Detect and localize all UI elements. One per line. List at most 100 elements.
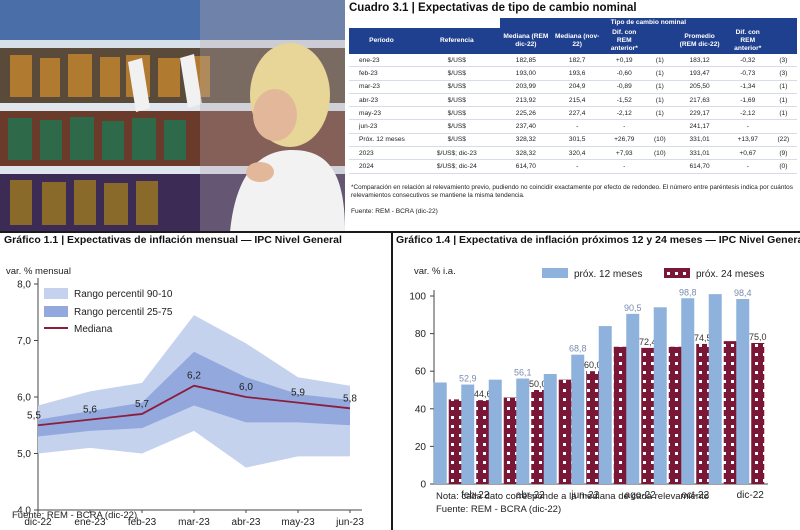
bar-12-months bbox=[516, 378, 530, 484]
median-line bbox=[37, 384, 351, 427]
bar-24-months bbox=[751, 343, 765, 484]
table-cell: +26,79 bbox=[602, 133, 647, 148]
col-header: Referencia bbox=[413, 28, 500, 54]
y-tick-label: 100 bbox=[409, 292, 426, 303]
table-cell: $/US$; dic-23 bbox=[413, 146, 500, 161]
x-tick-label: jun-23 bbox=[335, 517, 364, 528]
divider bbox=[0, 231, 800, 233]
table-cell bbox=[646, 119, 674, 134]
table-cell: 328,32 bbox=[499, 133, 553, 148]
table-cell: - bbox=[552, 119, 603, 134]
table-cell: +7,93 bbox=[602, 146, 647, 161]
x-tick-label: feb-22 bbox=[461, 490, 490, 501]
table-cell: -2,12 bbox=[602, 106, 647, 121]
bar-24-months bbox=[531, 390, 545, 484]
band-p25-75 bbox=[38, 351, 350, 437]
table-cell: (1) bbox=[646, 54, 674, 68]
table-cell: $/US$ bbox=[413, 80, 500, 94]
table-source: Fuente: REM - BCRA (dic-22) bbox=[351, 208, 438, 215]
table-cell: (10) bbox=[646, 133, 674, 148]
table-cell: (3) bbox=[769, 54, 797, 68]
table-note: *Comparación en relación al relevamiento… bbox=[351, 184, 793, 199]
table-cell: - bbox=[552, 159, 603, 174]
table-cell: 320,4 bbox=[552, 146, 603, 161]
table-cell: 229,17 bbox=[673, 106, 726, 121]
table-cell: 215,4 bbox=[552, 93, 603, 108]
bar-12-months bbox=[488, 379, 502, 484]
supermarket-photo bbox=[0, 0, 345, 232]
x-tick-label: ene-23 bbox=[74, 517, 106, 528]
median-data-label: 5,7 bbox=[135, 399, 149, 410]
y-tick-label: 80 bbox=[415, 329, 427, 340]
legend-label: Rango percentil 90-10 bbox=[74, 289, 173, 300]
x-tick-label: abr-23 bbox=[232, 517, 261, 528]
data-label-24: 75,0 bbox=[749, 332, 767, 342]
table-cell: (3) bbox=[769, 66, 797, 81]
table-cell: 183,12 bbox=[673, 54, 726, 68]
bar-24-months bbox=[558, 379, 572, 484]
y-tick-label: 4,0 bbox=[17, 506, 31, 517]
table-header-blank bbox=[349, 18, 500, 28]
table-cell: 205,50 bbox=[673, 80, 726, 94]
legend-label: próx. 24 meses bbox=[696, 269, 764, 280]
table-row: jun-23 $/US$ 237,40- -241,17- bbox=[349, 119, 797, 134]
table-cell: - bbox=[725, 119, 770, 134]
table-cell: 193,6 bbox=[552, 66, 603, 81]
chart-note: Nota: cada dato corresponde a la mediana… bbox=[436, 491, 710, 502]
x-tick-label: ago-22 bbox=[625, 490, 657, 501]
y-tick-label: 6,0 bbox=[17, 393, 31, 404]
table-cell: 182,7 bbox=[552, 54, 603, 68]
col-header: Período bbox=[349, 28, 414, 54]
table-cell: 241,17 bbox=[673, 119, 726, 134]
table-cell: 614,70 bbox=[673, 159, 726, 174]
table-cell: $/US$ bbox=[413, 66, 500, 81]
legend-label: Mediana bbox=[74, 324, 113, 335]
bar-12-months bbox=[571, 354, 585, 484]
data-label-12: 98,8 bbox=[679, 287, 697, 297]
table-title: Cuadro 3.1 | Expectativas de tipo de cam… bbox=[349, 2, 637, 14]
annual-inflation-chart: Gráfico 1.4 | Expectativa de inflación p… bbox=[392, 232, 800, 530]
table-row: Próx. 12 meses $/US$ 328,32 301,5 +26,79 (10)… bbox=[349, 133, 797, 148]
table-cell: ene-23 bbox=[349, 54, 414, 68]
table-cell: -1,52 bbox=[602, 93, 647, 108]
legend-swatch-24 bbox=[664, 268, 690, 278]
col-header: Dif. con REM anterior* bbox=[725, 28, 770, 54]
exchange-rate-table: Tipo de cambio nominal Período Referenci… bbox=[349, 18, 797, 174]
bar-24-months bbox=[586, 371, 600, 484]
col-header: Dif. con REM anterior* bbox=[602, 28, 647, 54]
col-header: Promedio (REM dic-22) bbox=[673, 28, 726, 54]
median-data-label: 5,6 bbox=[83, 405, 97, 416]
table-cell: 331,01 bbox=[673, 146, 726, 161]
table-cell: 213,92 bbox=[499, 93, 553, 108]
bar-24-months bbox=[723, 341, 737, 484]
y-tick-label: 5,0 bbox=[17, 449, 31, 460]
col-header bbox=[646, 28, 674, 54]
table-cell: 328,32 bbox=[499, 146, 553, 161]
table-row: feb-23 $/US$ 193,00 193,6 -0,60 (1) 193,47 -0,7… bbox=[349, 66, 797, 81]
table-cell: feb-23 bbox=[349, 66, 414, 81]
table-cell: $/US$ bbox=[413, 133, 500, 148]
table-cell: $/US$ bbox=[413, 106, 500, 121]
table-cell: 203,99 bbox=[499, 80, 553, 94]
table-cell: +13,97 bbox=[725, 133, 770, 148]
table-cell: (1) bbox=[769, 80, 797, 94]
col-header: Mediana (REM dic-22) bbox=[499, 28, 553, 54]
x-tick-label: jun-22 bbox=[570, 490, 599, 501]
y-tick-label: 20 bbox=[415, 442, 427, 453]
x-tick-label: oct-22 bbox=[681, 490, 709, 501]
divider bbox=[391, 232, 393, 530]
table-row: abr-23 $/US$ 213,92 215,4 -1,52 (1) 217,63 -1,6… bbox=[349, 93, 797, 108]
legend-swatch-p25-75 bbox=[44, 306, 68, 317]
y-axis-label: var. % mensual bbox=[6, 266, 71, 277]
x-tick-label: abr-22 bbox=[516, 490, 545, 501]
bar-12-months bbox=[543, 374, 557, 484]
table-cell: -1,34 bbox=[725, 80, 770, 94]
table-cell: - bbox=[602, 159, 647, 174]
table-cell: - bbox=[725, 159, 770, 174]
bar-24-months bbox=[641, 347, 655, 484]
table-cell: (22) bbox=[769, 133, 797, 148]
table-cell bbox=[769, 119, 797, 134]
exchange-rate-table-panel: Cuadro 3.1 | Expectativas de tipo de cam… bbox=[345, 0, 800, 232]
table-cell: jun-23 bbox=[349, 119, 414, 134]
legend-swatch-p90-10 bbox=[44, 288, 68, 299]
